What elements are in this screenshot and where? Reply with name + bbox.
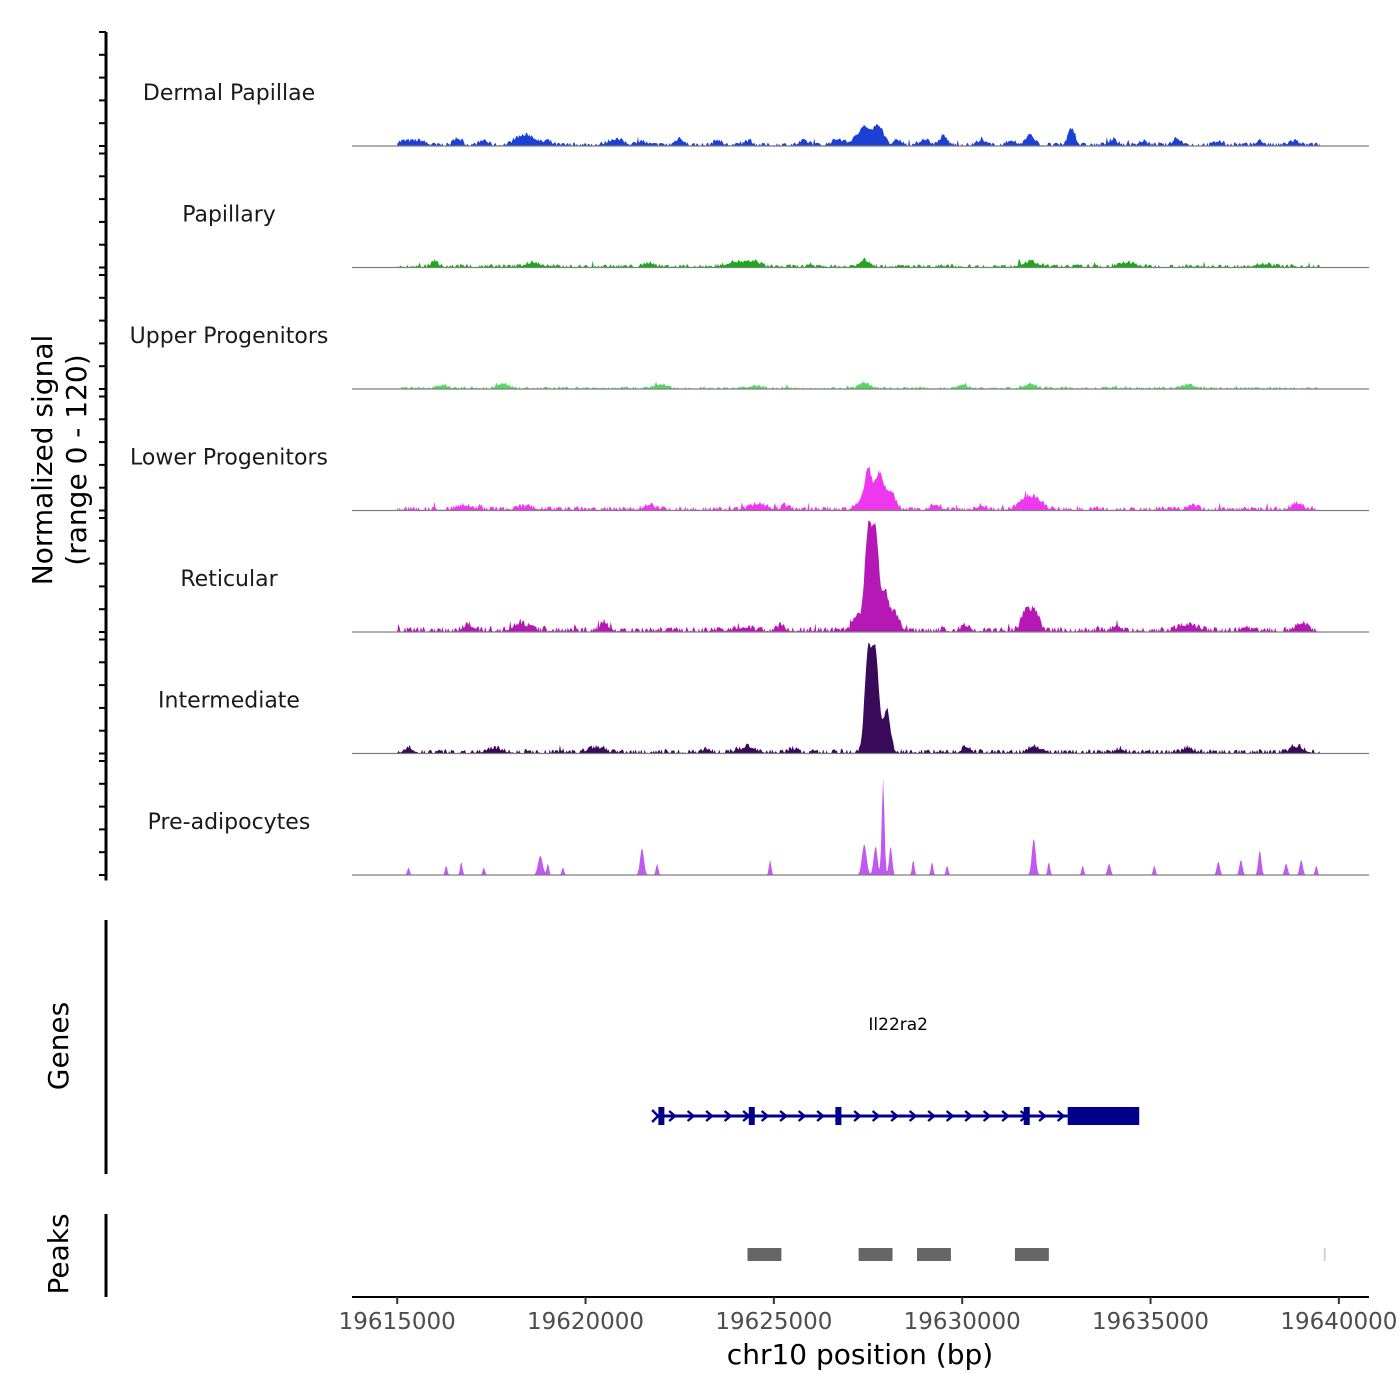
signal-area-upper-progenitors [397, 381, 1320, 389]
gene-strand-arrow [723, 1110, 733, 1122]
genes-panel: Genes Il22ra2 [42, 920, 1140, 1174]
y-axis-title: Normalized signal (range 0 - 120) [26, 335, 93, 586]
signal-area-pre-adipocytes [397, 778, 1320, 875]
y-axis-title-line1: Normalized signal [26, 335, 59, 586]
genes-title: Genes [42, 1002, 75, 1090]
signal-area-reticular [397, 520, 1320, 632]
track-dermal-papillae: Dermal Papillae [143, 81, 1369, 147]
peak-region [917, 1248, 951, 1261]
track-intermediate: Intermediate [158, 643, 1369, 755]
peak-region [1323, 1248, 1326, 1261]
gene-strand-arrow [705, 1110, 714, 1122]
track-pre-adipocytes: Pre-adipocytes [148, 778, 1369, 876]
x-tick-label: 19620000 [527, 1309, 644, 1335]
track-reticular: Reticular [180, 520, 1369, 633]
signal-tracks: Dermal Papillae Papillary Upper Progenitor… [130, 81, 1369, 876]
gene-strand-arrow [1038, 1110, 1047, 1122]
peaks-title: Peaks [42, 1213, 75, 1294]
signal-area-dermal-papillae [397, 124, 1320, 146]
track-label-intermediate: Intermediate [158, 689, 300, 714]
gene-strand-arrow [890, 1110, 899, 1122]
gene-strand-arrow [945, 1110, 955, 1122]
gene-label-il22ra2: Il22ra2 [868, 1015, 928, 1035]
y-axis-title-line2: (range 0 - 120) [60, 354, 93, 565]
signal-area-papillary [397, 257, 1320, 268]
peak-region [747, 1248, 782, 1261]
gene-model [651, 1107, 1140, 1125]
gene-strand-arrow [964, 1110, 973, 1122]
x-axis: 19615000 19620000 19625000 19630000 19635000… [339, 1296, 1397, 1371]
x-tick-label: 19615000 [339, 1309, 456, 1335]
x-tick-label: 19630000 [904, 1309, 1021, 1335]
x-tick-label: 19625000 [715, 1309, 832, 1335]
signal-y-axis [99, 31, 108, 881]
x-axis-ticks: 19615000 19620000 19625000 19630000 19635000… [339, 1297, 1397, 1335]
gene-strand-arrow [816, 1110, 825, 1122]
peak-regions [747, 1248, 1326, 1261]
track-label-papillary: Papillary [182, 203, 276, 228]
signal-area-lower-progenitors [397, 466, 1320, 511]
gene-strand-arrow [871, 1110, 881, 1122]
gene-strand-arrow [797, 1110, 807, 1122]
gene-strand-arrow [779, 1110, 788, 1122]
gene-strand-arrow [927, 1110, 936, 1122]
gene-strand-arrow [686, 1110, 696, 1122]
gene-exon [1023, 1107, 1030, 1125]
gene-strand-arrow [908, 1110, 918, 1122]
gene-strand-arrow [760, 1110, 770, 1122]
track-upper-progenitors: Upper Progenitors [130, 324, 1369, 390]
signal-area-intermediate [397, 643, 1320, 754]
gene-strand-arrow [1001, 1110, 1010, 1122]
gene-exon [748, 1107, 755, 1125]
peak-region [858, 1248, 893, 1261]
peaks-panel: Peaks [42, 1213, 1326, 1297]
gene-exon [835, 1107, 842, 1125]
gene-strand-arrow [853, 1110, 862, 1122]
track-label-lower-progenitors: Lower Progenitors [130, 446, 328, 471]
gene-strand-arrow [1056, 1110, 1066, 1122]
x-tick-label: 19635000 [1092, 1309, 1209, 1335]
gene-exon [658, 1107, 665, 1125]
gene-start-arrow [651, 1109, 660, 1123]
gene-strand-arrow [982, 1110, 992, 1122]
gene-utr-block [1067, 1107, 1140, 1125]
gene-strand-arrow [668, 1110, 677, 1122]
track-lower-progenitors: Lower Progenitors [130, 446, 1369, 512]
track-papillary: Papillary [182, 203, 1369, 269]
track-label-upper-progenitors: Upper Progenitors [130, 324, 329, 349]
track-label-pre-adipocytes: Pre-adipocytes [148, 810, 311, 835]
x-axis-title: chr10 position (bp) [727, 1338, 993, 1371]
peak-region [1014, 1248, 1049, 1261]
track-label-reticular: Reticular [180, 567, 278, 592]
track-label-dermal-papillae: Dermal Papillae [143, 81, 315, 106]
x-tick-label: 19640000 [1280, 1309, 1397, 1335]
